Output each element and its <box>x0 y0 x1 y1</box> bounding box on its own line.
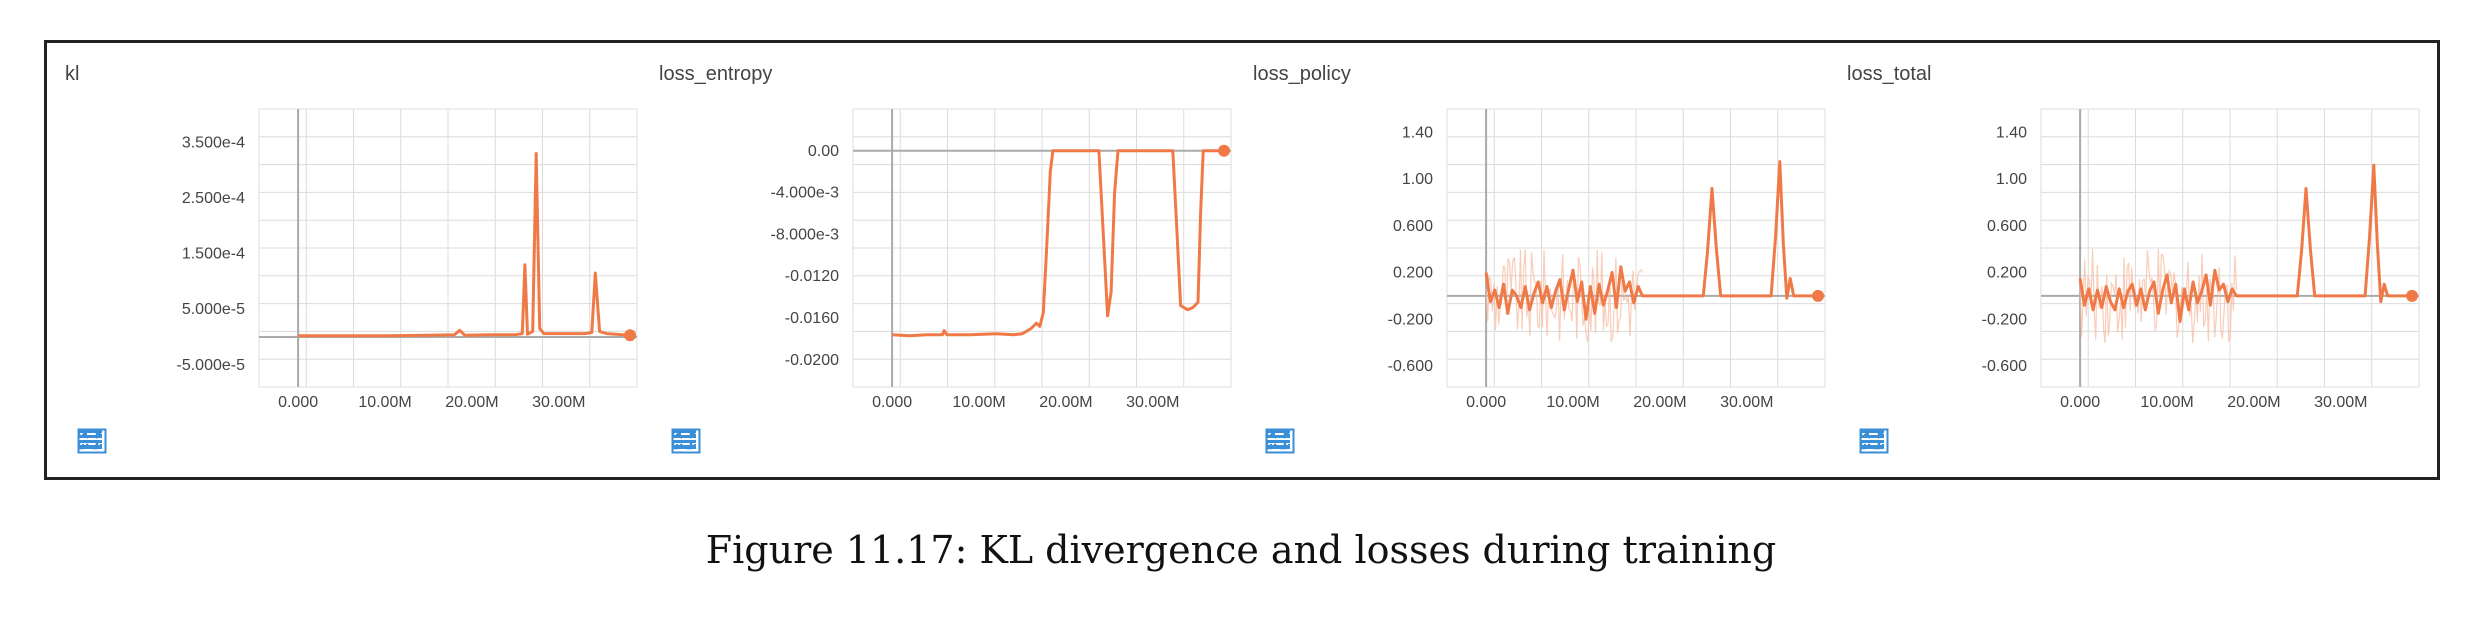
chart-panel-loss-total: 1.40 1.00 0.600 0.200 -0.200 -0.600 0.000 10.00… <box>1829 43 2423 477</box>
chart-panel-loss-entropy: 0.00 -4.000e-3 -8.000e-3 -0.0120 -0.0160 -0.0… <box>641 43 1235 477</box>
y-tick-label: -8.000e-3 <box>771 226 840 243</box>
fit-domain-button[interactable] <box>1859 428 1999 462</box>
x-tick-label: 20.00M <box>2227 394 2280 411</box>
x-tick-label: 0.000 <box>278 394 318 411</box>
grid <box>258 108 638 388</box>
x-tick-label: 10.00M <box>952 394 1005 411</box>
data-table-button[interactable] <box>1860 429 1945 462</box>
last-point-marker <box>1812 289 1825 302</box>
chart-title: loss_entropy <box>659 63 773 85</box>
x-tick-label: 30.00M <box>1720 394 1773 411</box>
y-tick-label: -0.200 <box>1388 311 1433 328</box>
chart-title: loss_policy <box>1253 63 1351 85</box>
chart-toolbar <box>1265 428 1405 464</box>
y-tick-label: 0.600 <box>1393 218 1433 235</box>
loss-policy-chart: 1.40 1.00 0.600 0.200 -0.200 -0.600 0.000 10.00… <box>1388 108 1826 411</box>
y-tick-label: 2.500e-4 <box>182 190 245 207</box>
chart-title: loss_total <box>1847 63 1932 85</box>
last-point-marker <box>624 329 637 342</box>
y-tick-label: 1.40 <box>1996 124 2027 141</box>
x-tick-label: 0.000 <box>872 394 912 411</box>
loss-entropy-chart: 0.00 -4.000e-3 -8.000e-3 -0.0120 -0.0160 -0.0… <box>771 108 1232 411</box>
y-tick-label: 1.40 <box>1402 124 1433 141</box>
y-tick-label: -4.000e-3 <box>771 185 840 202</box>
chart-toolbar <box>671 428 811 464</box>
data-table-button[interactable] <box>1266 429 1351 462</box>
kl-chart: -5.000e-5 5.000e-5 1.500e-4 2.500e-4 3.500e-… <box>177 108 638 411</box>
chart-panel-kl: -5.000e-5 5.000e-5 1.500e-4 2.500e-4 3.500e-… <box>47 43 641 477</box>
y-tick-label: 1.00 <box>1402 171 1433 188</box>
x-tick-label: 30.00M <box>532 394 585 411</box>
x-tick-label: 20.00M <box>1633 394 1686 411</box>
series-line <box>1484 160 1818 321</box>
figure-caption: Figure 11.17: KL divergence and losses d… <box>705 528 1777 572</box>
x-tick-label: 10.00M <box>358 394 411 411</box>
grid <box>1446 108 1826 388</box>
y-tick-label: 0.200 <box>1393 265 1433 282</box>
y-tick-label: 3.500e-4 <box>182 134 245 151</box>
series-line <box>2078 163 2412 324</box>
chart-toolbar <box>1859 428 1999 464</box>
series-line <box>892 149 1224 338</box>
data-table-button[interactable] <box>672 429 757 462</box>
last-point-marker <box>1218 144 1231 157</box>
y-tick-label: -0.600 <box>1388 358 1433 375</box>
figure-frame: -5.000e-5 5.000e-5 1.500e-4 2.500e-4 3.500e-… <box>44 40 2440 480</box>
raw-series-line <box>1485 249 1644 343</box>
raw-series-line <box>2079 248 2238 344</box>
chart-panel-loss-policy: 1.40 1.00 0.600 0.200 -0.200 -0.600 0.000 10.00… <box>1235 43 1829 477</box>
fit-domain-button[interactable] <box>1265 428 1405 462</box>
y-tick-label: -0.0160 <box>785 310 839 327</box>
y-tick-label: 0.200 <box>1987 265 2027 282</box>
y-tick-label: -0.200 <box>1982 311 2027 328</box>
y-tick-label: -0.0120 <box>785 268 839 285</box>
grid <box>852 108 1232 388</box>
y-tick-label: 0.00 <box>808 143 839 160</box>
y-tick-label: 1.00 <box>1996 171 2027 188</box>
grid <box>2040 108 2420 388</box>
x-tick-label: 20.00M <box>445 394 498 411</box>
loss-total-chart: 1.40 1.00 0.600 0.200 -0.200 -0.600 0.000 10.00… <box>1982 108 2420 411</box>
y-tick-label: -0.0200 <box>785 352 839 369</box>
x-tick-label: 30.00M <box>1126 394 1179 411</box>
fit-domain-button[interactable] <box>671 428 811 462</box>
y-tick-label: 5.000e-5 <box>182 301 245 318</box>
chart-toolbar <box>77 428 217 464</box>
y-tick-label: -5.000e-5 <box>177 357 246 374</box>
y-tick-label: 0.600 <box>1987 218 2027 235</box>
x-tick-label: 20.00M <box>1039 394 1092 411</box>
x-tick-label: 0.000 <box>2060 394 2100 411</box>
x-tick-label: 30.00M <box>2314 394 2367 411</box>
x-tick-label: 10.00M <box>2140 394 2193 411</box>
x-tick-label: 0.000 <box>1466 394 1506 411</box>
x-tick-label: 10.00M <box>1546 394 1599 411</box>
chart-title: kl <box>65 63 80 85</box>
y-tick-label: -0.600 <box>1982 358 2027 375</box>
series-line <box>298 152 631 338</box>
y-tick-label: 1.500e-4 <box>182 246 245 263</box>
fit-domain-button[interactable] <box>77 428 217 462</box>
data-table-button[interactable] <box>78 429 163 462</box>
last-point-marker <box>2406 289 2419 302</box>
